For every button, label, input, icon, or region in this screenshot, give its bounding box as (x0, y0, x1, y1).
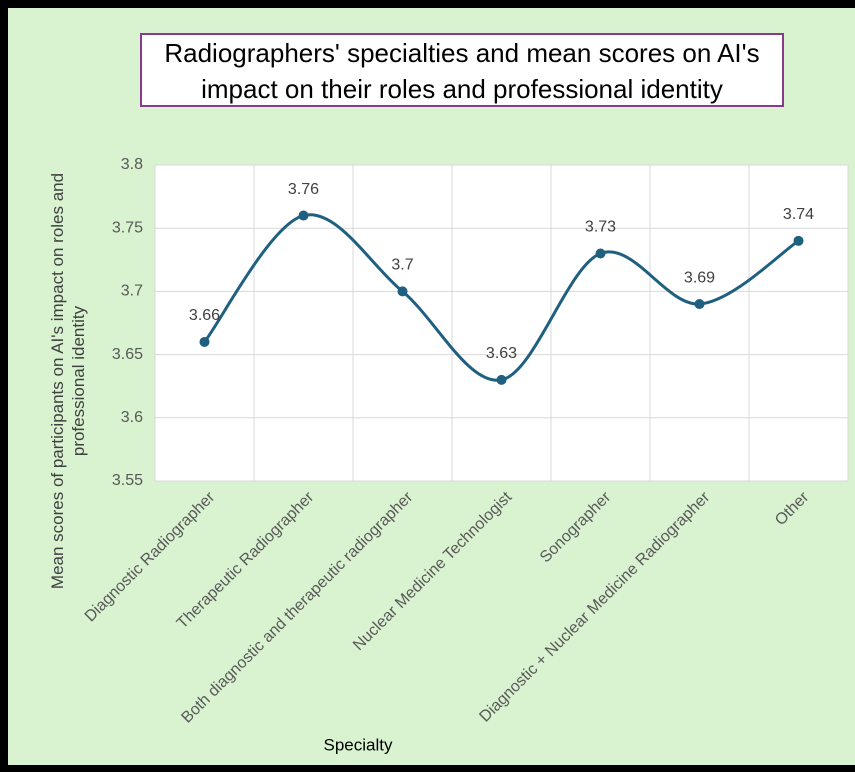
data-label: 3.69 (684, 269, 715, 286)
x-tick-label: Other (772, 488, 813, 529)
y-tick-label: 3.65 (112, 346, 143, 363)
chart-title: Radiographers' specialties and mean scor… (140, 33, 784, 107)
marker (595, 248, 606, 259)
plot-area (155, 165, 848, 481)
data-label: 3.66 (189, 307, 220, 324)
data-label: 3.63 (486, 345, 517, 362)
marker (496, 374, 507, 385)
x-tick-label: Diagnostic + Nuclear Medicine Radiograph… (476, 488, 713, 725)
x-axis-label: Specialty (324, 735, 393, 754)
marker (298, 210, 309, 221)
data-label: 3.73 (585, 219, 616, 236)
y-tick-label: 3.75 (112, 219, 143, 236)
x-tick-label: Both diagnostic and therapeutic radiogra… (178, 488, 416, 726)
data-label: 3.76 (288, 181, 319, 198)
data-label: 3.7 (391, 257, 413, 274)
y-tick-label: 3.55 (112, 472, 143, 489)
x-tick-label: Nuclear Medicine Technologist (350, 488, 516, 654)
data-label: 3.74 (783, 206, 814, 223)
y-tick-label: 3.6 (121, 409, 143, 426)
y-tick-label: 3.7 (121, 283, 143, 300)
x-tick-label: Sonographer (537, 488, 615, 566)
marker (694, 299, 705, 310)
marker (199, 336, 210, 347)
y-axis-label: Mean scores of participants on AI's impa… (48, 172, 88, 590)
marker (397, 286, 408, 297)
marker (793, 235, 804, 246)
y-tick-label: 3.8 (121, 156, 143, 173)
